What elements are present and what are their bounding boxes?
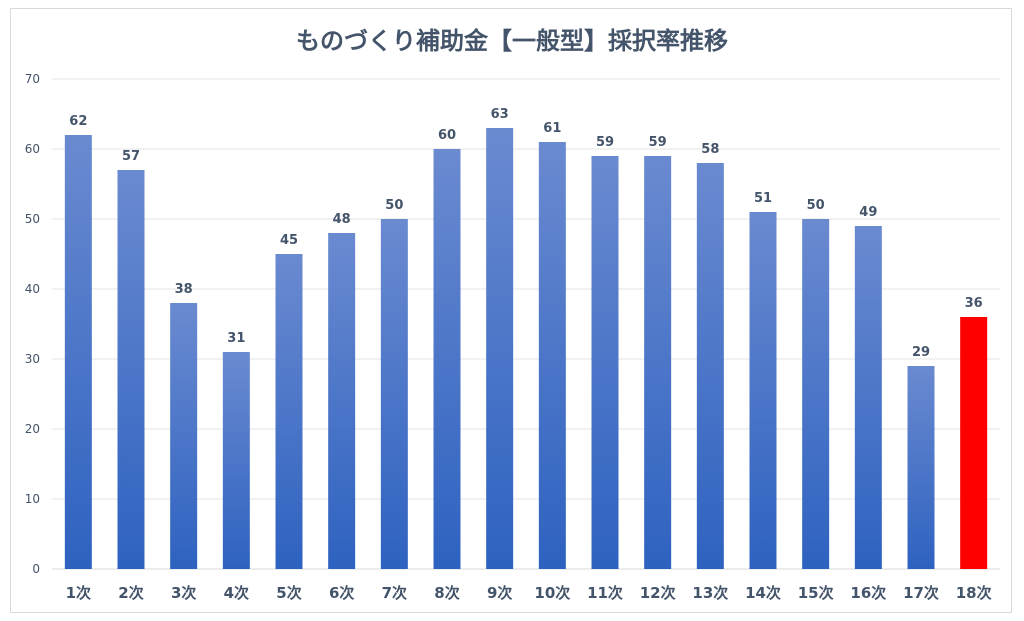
y-tick-label: 20 — [25, 422, 40, 436]
gridlines — [52, 78, 1000, 570]
data-label: 58 — [701, 142, 719, 157]
y-tick-label: 40 — [25, 282, 40, 296]
bar — [907, 366, 935, 569]
bar — [170, 303, 198, 569]
bar — [380, 219, 408, 569]
data-label: 60 — [438, 128, 456, 143]
bar — [644, 156, 672, 569]
x-category-label: 3次 — [171, 584, 196, 602]
x-category-label: 9次 — [487, 584, 512, 602]
y-tick-label: 60 — [25, 142, 40, 156]
y-tick-label: 70 — [25, 72, 40, 86]
x-category-label: 6次 — [329, 584, 354, 602]
bar — [433, 149, 461, 569]
x-category-label: 15次 — [798, 584, 834, 602]
data-label: 59 — [596, 135, 614, 150]
y-tick-label: 10 — [25, 492, 40, 506]
x-axis-categories: 1次 2次 3次 4次 5次 6次 7次 8次 9次 10次 11次 12次 13次 14次 15次 16次 1… — [66, 584, 992, 602]
x-category-label: 8次 — [434, 584, 459, 602]
bar — [591, 156, 619, 569]
x-category-label: 1次 — [66, 584, 91, 602]
y-tick-label: 30 — [25, 352, 40, 366]
data-label: 62 — [69, 114, 87, 129]
data-label: 50 — [385, 198, 403, 213]
bar — [538, 142, 566, 569]
chart-title: ものづくり補助金【一般型】採択率推移 — [296, 27, 728, 55]
x-category-label: 14次 — [745, 584, 781, 602]
bar — [117, 170, 145, 569]
data-label: 51 — [754, 191, 772, 206]
y-axis-ticks: 0 10 20 30 40 50 60 70 — [25, 72, 40, 576]
x-category-label: 18次 — [956, 584, 992, 602]
x-category-label: 2次 — [118, 584, 143, 602]
x-category-label: 11次 — [587, 584, 623, 602]
x-category-label: 10次 — [534, 584, 570, 602]
bar — [749, 212, 777, 569]
bar — [328, 233, 356, 569]
data-label: 38 — [175, 282, 193, 297]
bar-highlight — [960, 317, 988, 569]
x-category-label: 13次 — [692, 584, 728, 602]
x-category-label: 4次 — [224, 584, 249, 602]
data-label: 57 — [122, 149, 140, 164]
bar — [222, 352, 250, 569]
bar — [64, 135, 92, 569]
data-label: 48 — [333, 212, 351, 227]
data-label: 63 — [491, 107, 509, 122]
bar — [696, 163, 724, 569]
x-category-label: 17次 — [903, 584, 939, 602]
data-label: 29 — [912, 345, 930, 360]
bars — [64, 128, 988, 569]
bar — [854, 226, 882, 569]
x-category-label: 16次 — [850, 584, 886, 602]
data-labels: 62 57 38 31 45 48 50 60 63 61 59 59 58 51 50 49 29 36 — [69, 107, 982, 360]
data-label: 36 — [965, 296, 983, 311]
data-label: 45 — [280, 233, 298, 248]
data-label: 31 — [227, 331, 245, 346]
data-label: 50 — [807, 198, 825, 213]
data-label: 49 — [859, 205, 877, 220]
x-category-label: 5次 — [276, 584, 301, 602]
data-label: 59 — [649, 135, 667, 150]
x-category-label: 12次 — [640, 584, 676, 602]
bar — [802, 219, 830, 569]
y-tick-label: 50 — [25, 212, 40, 226]
x-category-label: 7次 — [382, 584, 407, 602]
bar — [486, 128, 514, 569]
bar — [275, 254, 303, 569]
y-tick-label: 0 — [32, 562, 40, 576]
data-label: 61 — [543, 121, 561, 136]
